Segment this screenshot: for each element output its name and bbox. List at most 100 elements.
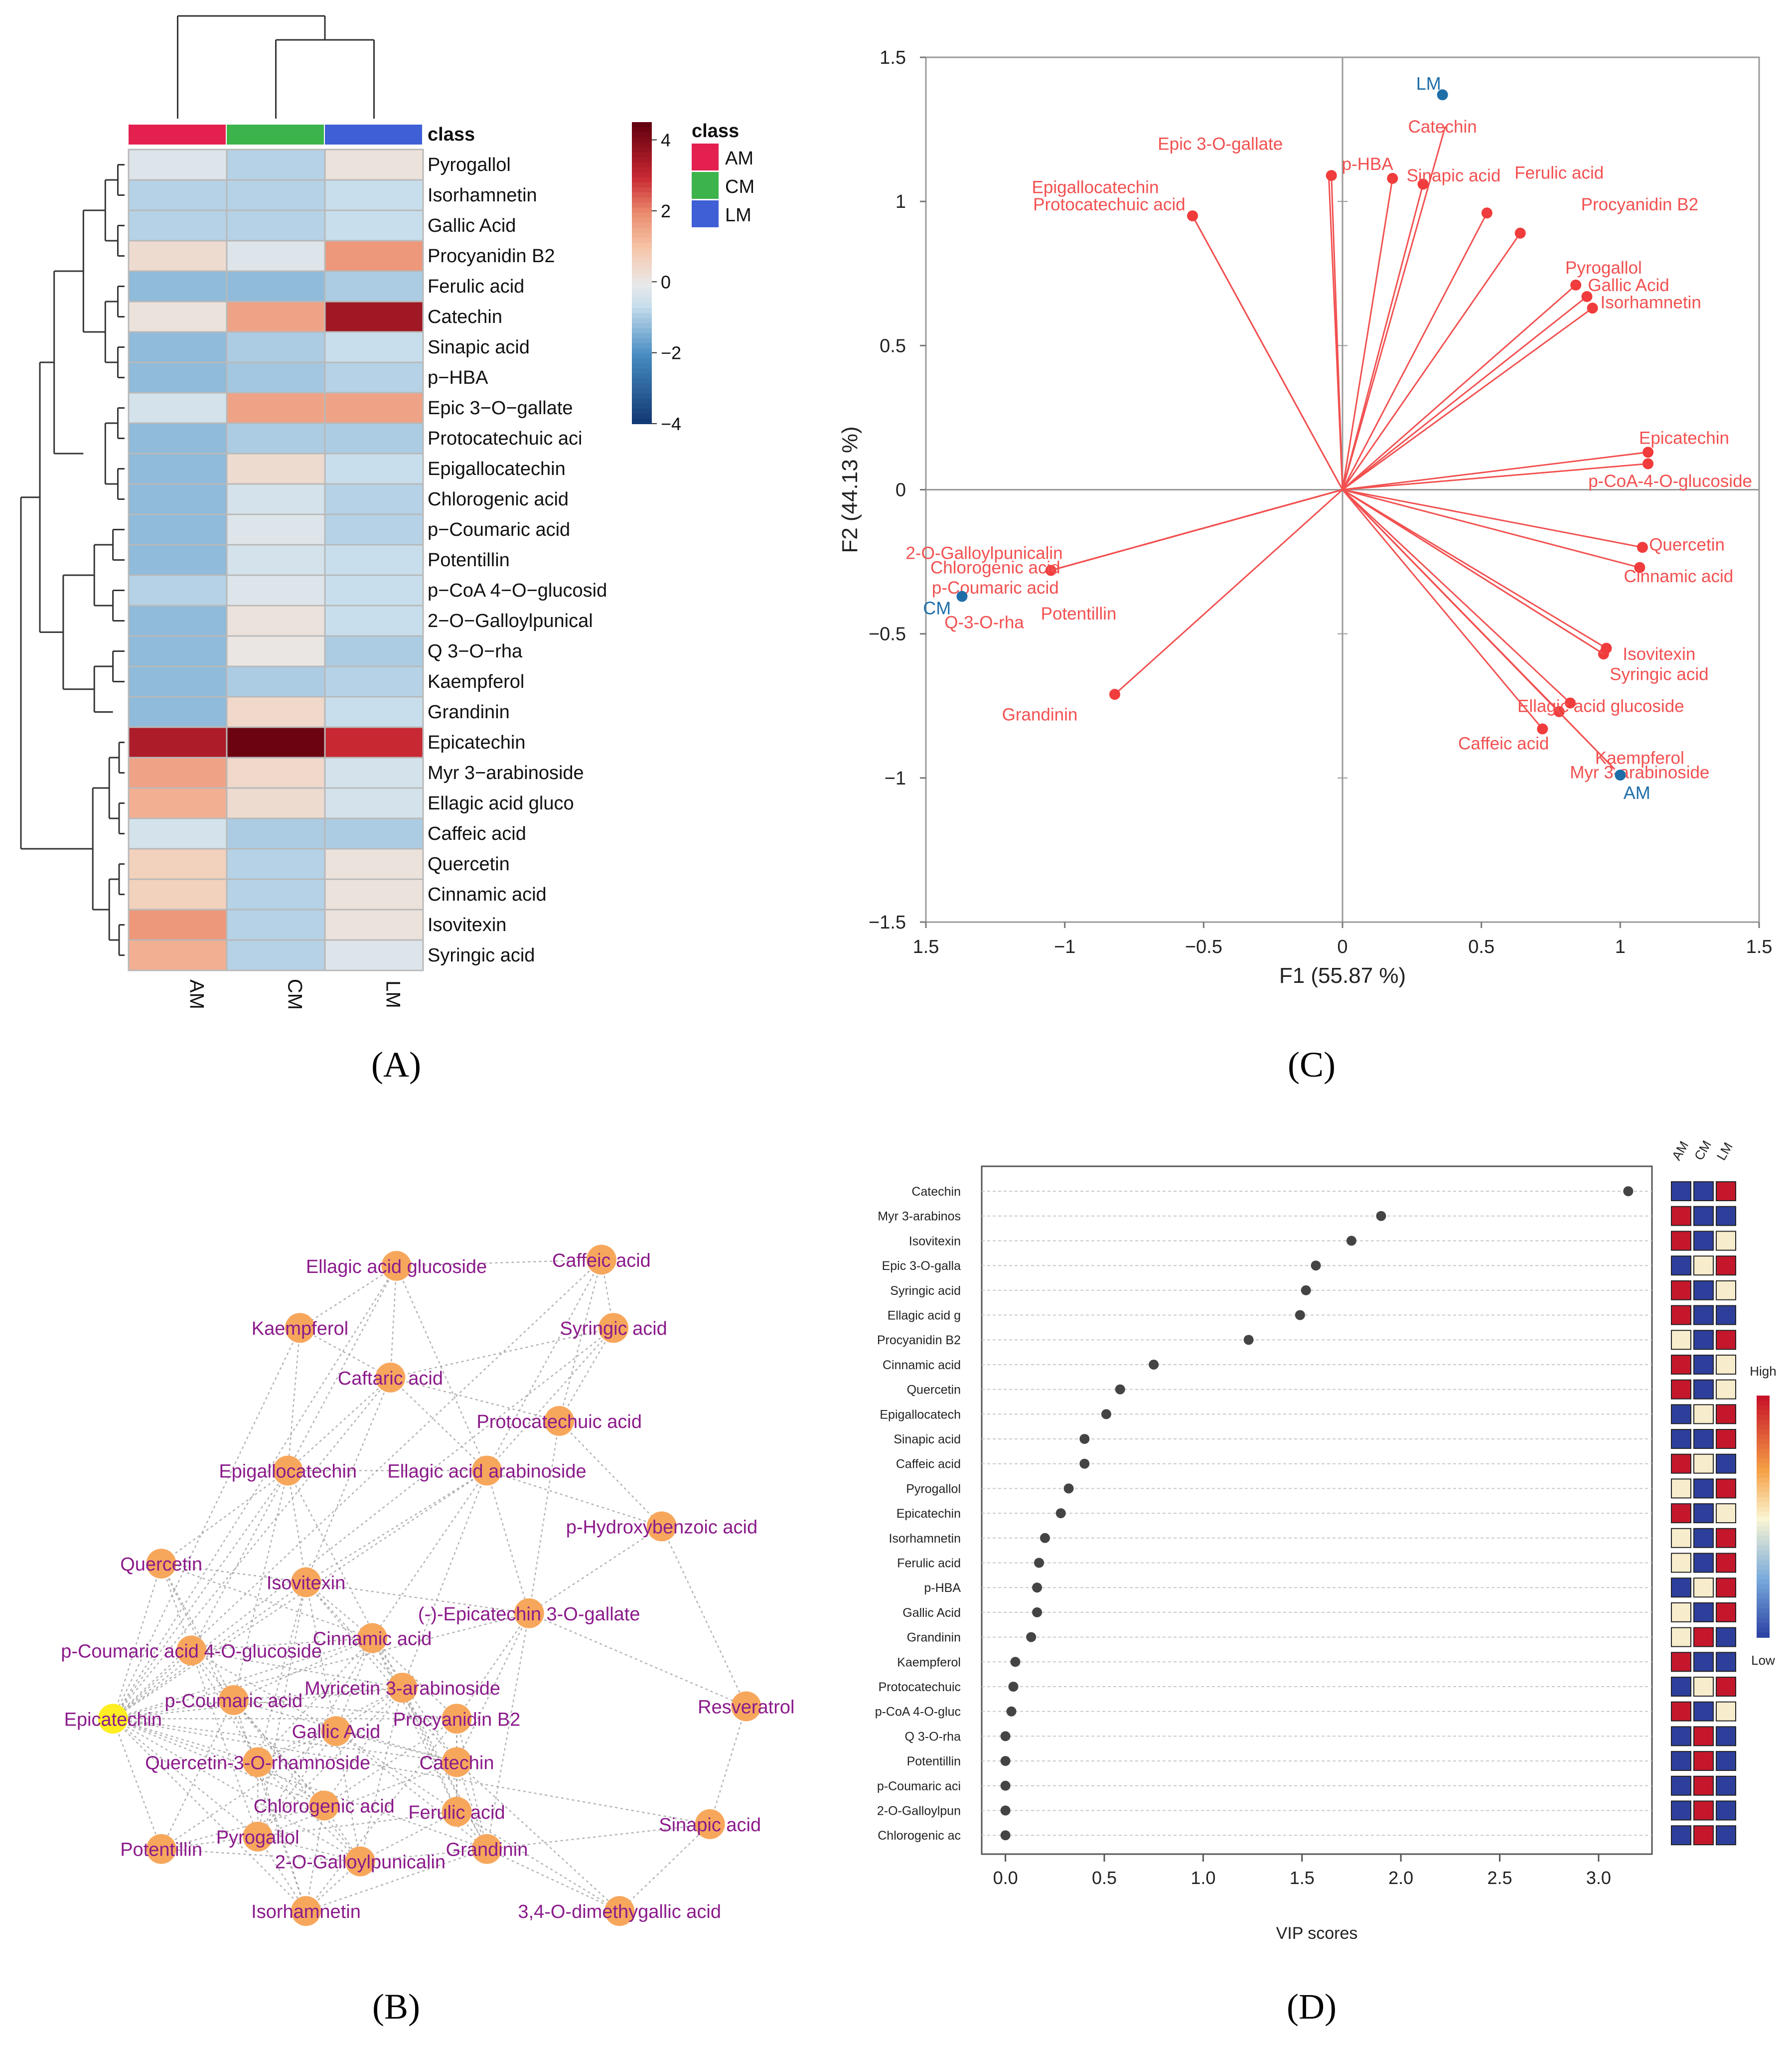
heatmap-row-label: Epigallocatechin [428, 459, 566, 479]
heatmap-row-label: Isovitexin [428, 915, 506, 936]
colorbar-step [1757, 1482, 1770, 1488]
colorbar-step [1757, 1405, 1770, 1411]
group-level-cell [1693, 1577, 1714, 1598]
network-node-label: Isorhamnetin [251, 1901, 361, 1922]
vip-point [1034, 1558, 1045, 1568]
heatmap-cell [226, 513, 326, 546]
vip-row-label: Grandinin [907, 1631, 961, 1645]
heatmap-cell [128, 422, 228, 455]
group-level-cell [1671, 1701, 1691, 1722]
y-tick-label: 1 [896, 191, 906, 212]
heatmap-cell [226, 422, 326, 455]
vip-point [1079, 1434, 1090, 1444]
network-edge [287, 1377, 391, 1471]
network-edge [112, 1259, 602, 1720]
group-level-cell [1716, 1677, 1736, 1697]
network-edge [112, 1377, 391, 1720]
network-edge [390, 1377, 560, 1422]
colorbar-step [1757, 1560, 1770, 1566]
network-edge [305, 1848, 487, 1912]
colorbar-step [632, 363, 652, 369]
observation-point [1437, 89, 1448, 101]
colorbar-step [632, 323, 652, 329]
heatmap-cell [324, 726, 424, 759]
network-node [731, 1691, 761, 1722]
network-node [375, 1362, 406, 1393]
group-level-cell [1671, 1181, 1691, 1201]
group-level-cell [1693, 1231, 1714, 1251]
colorbar-step [632, 162, 652, 168]
x-tick-label: 1.5 [913, 937, 939, 957]
loading-point [1581, 291, 1593, 303]
network-edge [233, 1700, 307, 1911]
heatmap-cell [226, 817, 326, 850]
vip-row-label: Myr 3-arabinos [878, 1210, 961, 1224]
loading-label: Epic 3-O-gallate [1158, 135, 1283, 154]
colorbar-step [632, 403, 652, 409]
heatmap-cell [324, 757, 424, 789]
vip-point [1243, 1335, 1254, 1345]
network-node [146, 1834, 176, 1864]
colorbar-step [632, 222, 652, 228]
vip-row-label: Kaempferol [897, 1655, 961, 1669]
heatmap-cell [324, 817, 424, 850]
vip-point [1026, 1632, 1037, 1642]
network-edge [486, 1259, 602, 1471]
loading-label: Protocatechuic acid [1033, 195, 1185, 214]
panel-label-c: (C) [1288, 1045, 1336, 1085]
group-level-cell [1671, 1800, 1691, 1821]
network-node-label: Myricetin 3-arabinoside [304, 1678, 500, 1699]
group-level-cell [1671, 1528, 1691, 1548]
loading-vector [1342, 284, 1577, 490]
loading-point [1481, 207, 1493, 219]
colorbar-step [1757, 1468, 1770, 1474]
y-tick-label: 0 [896, 480, 906, 501]
heatmap-cell [128, 696, 228, 728]
heatmap-cell [128, 726, 228, 759]
colorbar-step [1757, 1579, 1770, 1585]
x-tick-label: 2.5 [1487, 1868, 1512, 1888]
vip-point [1376, 1211, 1386, 1221]
network-node [273, 1455, 303, 1486]
heatmap-cell [128, 787, 228, 819]
network-edge [360, 1848, 487, 1862]
loading-vector [1331, 175, 1344, 490]
network-edge [305, 1581, 529, 1614]
observation-point [1615, 770, 1626, 781]
network-edge [390, 1377, 487, 1471]
group-level-cell [1671, 1256, 1691, 1276]
heatmap-cell [128, 361, 228, 394]
vip-point [1000, 1780, 1011, 1791]
class-bar-title: class [428, 124, 475, 145]
vip-row-label: Epigallocatech [880, 1408, 961, 1421]
heatmap-cell [324, 149, 424, 181]
network-node [321, 1716, 351, 1746]
network-edge [486, 1327, 614, 1471]
colorbar-step [632, 348, 652, 354]
group-level-cell [1671, 1330, 1691, 1350]
loading-vector [1342, 178, 1393, 490]
loading-vector [1342, 126, 1446, 490]
loading-point [1514, 227, 1526, 239]
group-level-cell [1716, 1528, 1736, 1548]
loading-label: Kaempferol [1595, 748, 1684, 768]
group-level-cell [1716, 1354, 1736, 1375]
legend-label: CM [725, 176, 754, 197]
vip-row-label: Q 3-O-rha [904, 1730, 961, 1743]
colorbar-step [1757, 1502, 1770, 1508]
heatmap-row-label: Sinapic acid [428, 337, 530, 358]
colorbar-step [632, 157, 652, 163]
colorbar-step [632, 278, 652, 284]
loading-label: Myr 3-arabinoside [1570, 763, 1709, 782]
network-node-label: Potentillin [120, 1840, 202, 1861]
group-level-cell [1671, 1453, 1691, 1474]
loading-label: Q-3-O-rha [944, 613, 1024, 632]
colorbar-step [632, 283, 652, 289]
heatmap-cell [324, 331, 424, 363]
network-edge [112, 1650, 192, 1720]
network-node-label: Ferulic acid [408, 1802, 505, 1823]
group-level-cell [1693, 1478, 1714, 1499]
network-edge [287, 1328, 301, 1471]
vip-point [1000, 1756, 1011, 1766]
